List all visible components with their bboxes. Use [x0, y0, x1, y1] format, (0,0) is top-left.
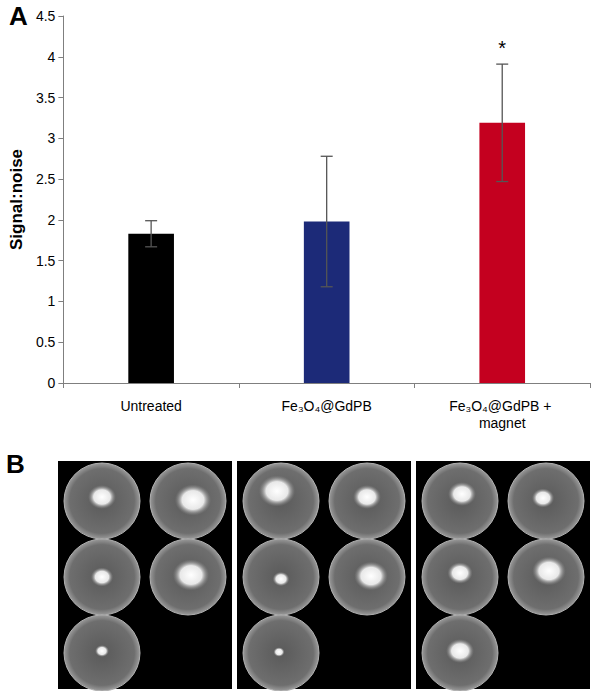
svg-text:4: 4 — [48, 49, 56, 65]
svg-text:Untreated: Untreated — [120, 398, 181, 414]
svg-text:1: 1 — [48, 293, 56, 309]
svg-text:0.5: 0.5 — [36, 334, 56, 350]
svg-text:magnet: magnet — [479, 415, 526, 431]
svg-text:4.5: 4.5 — [36, 8, 56, 24]
svg-text:1.5: 1.5 — [36, 253, 56, 269]
svg-text:3: 3 — [48, 130, 56, 146]
svg-text:*: * — [498, 37, 506, 59]
html-text:B: B — [6, 449, 25, 479]
svg-text:Fe₃O₄@GdPB: Fe₃O₄@GdPB — [282, 398, 372, 414]
svg-text:Fe₃O₄@GdPB +: Fe₃O₄@GdPB + — [449, 398, 555, 414]
svg-text:Signal:noise: Signal:noise — [7, 149, 26, 250]
svg-text:0: 0 — [48, 375, 56, 391]
svg-text:A: A — [9, 1, 28, 31]
svg-text:2: 2 — [48, 212, 56, 228]
svg-text:2.5: 2.5 — [36, 171, 56, 187]
svg-text:3.5: 3.5 — [36, 90, 56, 106]
